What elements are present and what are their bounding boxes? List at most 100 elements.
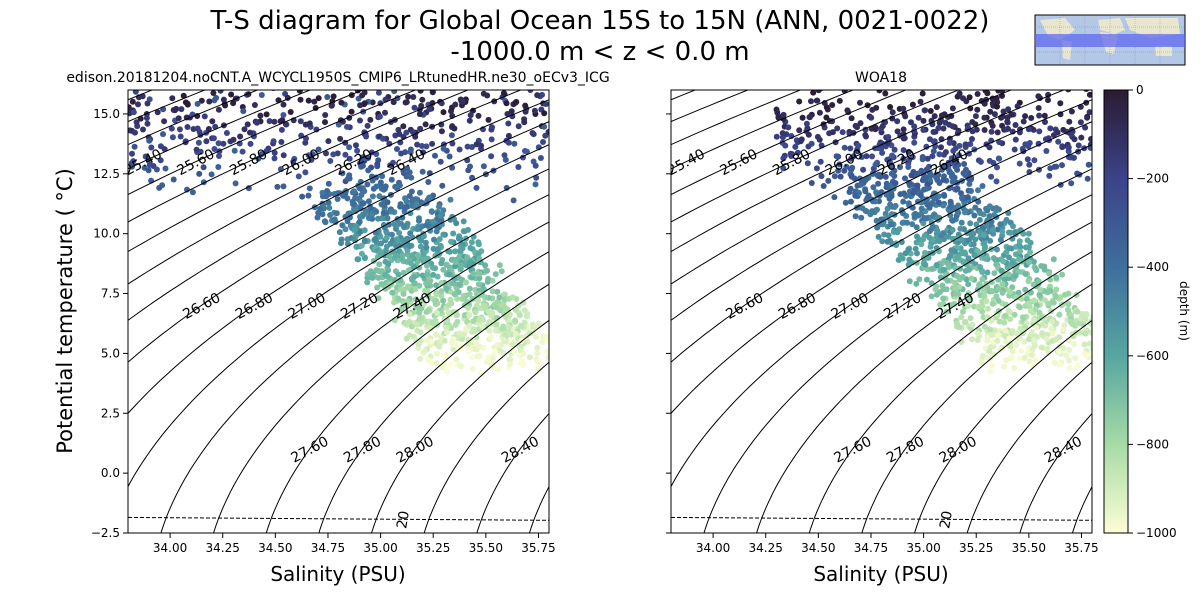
panel-woa18-x-tick-label: 34.25 — [749, 541, 783, 555]
panel-model-scatter-point — [364, 181, 370, 187]
panel-model-scatter-point — [458, 263, 464, 269]
panel-woa18-scatter-point — [945, 82, 951, 88]
panel-woa18-scatter-point — [906, 257, 912, 263]
panel-model-scatter-point — [453, 356, 459, 362]
panel-woa18-contour-label: 28.40 — [1042, 434, 1085, 467]
colorbar-tick-label: −200 — [1136, 172, 1169, 186]
panel-model-scatter-point — [240, 108, 246, 114]
panel-model-ylabel: Potential temperature ( °C) — [53, 168, 77, 454]
panel-woa18-scatter-point — [807, 114, 813, 120]
panel-model-scatter-point — [338, 240, 344, 246]
panel-woa18-scatter-point — [809, 180, 815, 186]
panel-woa18-scatter-point — [1047, 165, 1053, 171]
panel-woa18-scatter-point — [987, 109, 993, 115]
panel-woa18-density-contour — [72, 85, 708, 535]
panel-model-scatter-point — [383, 183, 389, 189]
panel-model-scatter-point — [173, 106, 179, 112]
panel-model-scatter-point — [344, 195, 350, 201]
panel-woa18-scatter-point — [1026, 259, 1032, 265]
panel-woa18-scatter-point — [981, 115, 987, 121]
panel-woa18-scatter-point — [994, 338, 1000, 344]
panel-woa18-scatter-point — [922, 250, 928, 256]
panel-model-scatter-point — [438, 335, 444, 341]
colorbar-ticks: 0−200−400−600−800−1000 — [1128, 83, 1177, 540]
panel-model-scatter — [126, 82, 552, 376]
panel-model-scatter-point — [490, 356, 496, 362]
panel-woa18-scatter-point — [968, 188, 974, 194]
panel-model-scatter-point — [450, 231, 456, 237]
panel-model-scatter-point — [533, 181, 539, 187]
panel-model-scatter-point — [306, 98, 312, 104]
panel-model-scatter-point — [475, 298, 481, 304]
panel-model-scatter-point — [362, 100, 368, 106]
panel-woa18-scatter-point — [1082, 342, 1088, 348]
panel-woa18-scatter-point — [999, 281, 1005, 287]
panel-model-scatter-point — [359, 251, 365, 257]
panel-model-scatter-point — [511, 141, 517, 147]
panel-model-scatter-point — [337, 229, 343, 235]
panel-model-y-tick-label: 0.0 — [101, 466, 120, 480]
panel-woa18-scatter-point — [1031, 317, 1037, 323]
panel-woa18-scatter-point — [1030, 362, 1036, 368]
panel-woa18-scatter-point — [975, 330, 981, 336]
panel-model-freezing-line-label: 20 — [394, 510, 413, 530]
panel-model-scatter-point — [385, 199, 391, 205]
panel-woa18-scatter-point — [1096, 362, 1102, 368]
panel-woa18-scatter-point — [924, 186, 930, 192]
panel-woa18-scatter-point — [941, 193, 947, 199]
panel-model-scatter-point — [353, 142, 359, 148]
panel-woa18-scatter-point — [989, 129, 995, 135]
panel-woa18-scatter-point — [800, 115, 806, 121]
panel-woa18-scatter-point — [977, 217, 983, 223]
panel-woa18-scatter-point — [880, 123, 886, 129]
panel-model-scatter-point — [426, 106, 432, 112]
panel-model-scatter-point — [472, 309, 478, 315]
panel-model-scatter-point — [476, 317, 482, 323]
panel-woa18-scatter-point — [955, 254, 961, 260]
panel-woa18-scatter-point — [893, 180, 899, 186]
panel-model-scatter-point — [468, 112, 474, 118]
panel-model-scatter-point — [504, 100, 510, 106]
panel-woa18-scatter-point — [981, 232, 987, 238]
panel-woa18-scatter-point — [903, 250, 909, 256]
panel-model-scatter-point — [467, 118, 473, 124]
panel-model-x-tick-label: 35.25 — [416, 541, 450, 555]
panel-woa18-title: WOA18 — [855, 70, 907, 86]
panel-model-scatter-point — [345, 176, 351, 182]
panel-woa18-scatter-point — [987, 82, 993, 88]
panel-woa18-scatter-point — [912, 214, 918, 220]
panel-woa18-scatter-point — [1059, 144, 1065, 150]
panel-model-scatter-point — [409, 252, 415, 258]
panel-model-scatter-point — [376, 261, 382, 267]
panel-model-scatter-point — [272, 155, 278, 161]
panel-woa18-scatter-point — [993, 207, 999, 213]
panel-model-scatter-point — [317, 206, 323, 212]
panel-woa18-scatter-point — [885, 239, 891, 245]
panel-woa18-scatter-point — [929, 293, 935, 299]
panel-woa18-scatter-point — [920, 127, 926, 133]
panel-model-scatter-point — [449, 132, 455, 138]
panel-woa18-scatter-point — [966, 181, 972, 187]
panel-model-scatter-point — [195, 126, 201, 132]
panel-model-scatter-point — [418, 338, 424, 344]
panel-model-scatter-point — [417, 111, 423, 117]
panel-woa18-scatter-point — [840, 129, 846, 135]
colorbar-tick-label: −800 — [1136, 437, 1169, 451]
panel-woa18-scatter-point — [1025, 301, 1031, 307]
panel-woa18-contour-label: 28.00 — [937, 434, 980, 467]
panel-model-scatter-point — [364, 279, 370, 285]
panel-model-scatter-point — [524, 311, 530, 317]
panel-woa18-scatter-point — [818, 159, 824, 165]
panel-woa18-scatter-point — [1055, 139, 1061, 145]
panel-woa18-scatter-point — [1078, 119, 1084, 125]
panel-model-scatter-point — [507, 361, 513, 367]
panel-model-scatter-point — [271, 119, 277, 125]
panel-woa18-scatter-point — [1081, 351, 1087, 357]
panel-model-scatter-point — [488, 334, 494, 340]
panel-woa18-scatter-point — [989, 332, 995, 338]
panel-model-scatter-point — [424, 222, 430, 228]
panel-woa18-scatter-point — [918, 99, 924, 105]
panel-model-scatter-point — [407, 193, 413, 199]
panel-woa18-scatter-point — [900, 106, 906, 112]
panel-woa18-scatter-point — [981, 240, 987, 246]
